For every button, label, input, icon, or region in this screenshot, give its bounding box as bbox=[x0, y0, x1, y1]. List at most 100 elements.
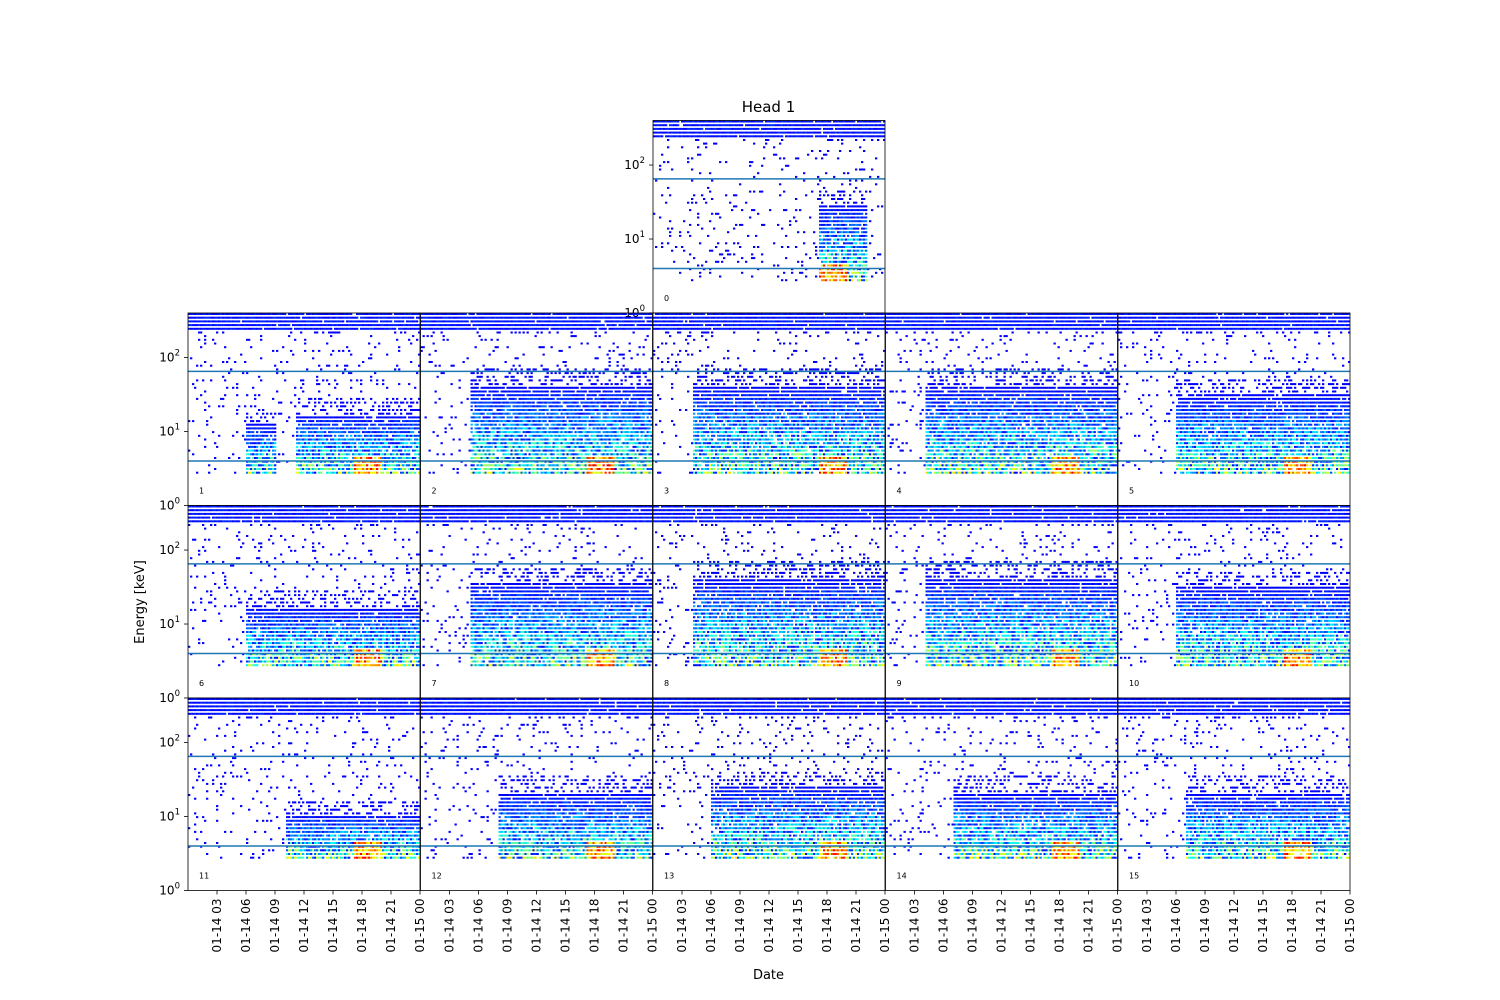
spectrogram-cell bbox=[418, 438, 420, 441]
spectrogram-cell bbox=[334, 313, 337, 315]
spectrogram-cell bbox=[498, 394, 501, 397]
spectrogram-cell bbox=[865, 227, 868, 230]
spectrogram-cell bbox=[496, 457, 499, 459]
spectrogram-cell bbox=[438, 327, 441, 330]
spectrogram-cell bbox=[859, 205, 862, 208]
spectrogram-cell bbox=[679, 234, 682, 237]
spectrogram-cell bbox=[673, 260, 676, 263]
spectrogram-cell bbox=[524, 386, 527, 389]
spectrogram-cell bbox=[675, 120, 678, 123]
spectrogram-cell bbox=[552, 409, 555, 411]
spectrogram-cell bbox=[837, 238, 840, 241]
spectrogram-cell bbox=[823, 135, 826, 138]
spectrogram-cell bbox=[861, 124, 864, 127]
spectrogram-cell bbox=[514, 416, 517, 419]
spectrogram-cell bbox=[478, 394, 481, 397]
spectrogram-cell bbox=[857, 246, 860, 248]
spectrogram-cell bbox=[506, 394, 509, 397]
spectrogram-cell bbox=[835, 120, 838, 123]
spectrogram-cell bbox=[228, 357, 231, 360]
spectrogram-cell bbox=[336, 420, 339, 423]
spectrogram-cell bbox=[298, 457, 301, 459]
spectrogram-cell bbox=[538, 416, 541, 419]
spectrogram-cell bbox=[208, 327, 211, 330]
spectrogram-cell bbox=[474, 420, 477, 423]
spectrogram-cell bbox=[540, 453, 543, 456]
spectrogram-cell bbox=[264, 431, 267, 434]
spectrogram-cell bbox=[262, 453, 265, 456]
spectrogram-cell bbox=[262, 434, 265, 437]
spectrogram-cell bbox=[386, 397, 389, 400]
spectrogram-cell bbox=[390, 468, 393, 470]
spectrogram-cell bbox=[260, 316, 263, 319]
spectrogram-cell bbox=[240, 313, 243, 315]
spectrogram-cell bbox=[208, 471, 211, 474]
spectrogram-cell bbox=[861, 120, 864, 123]
spectrogram-cell bbox=[474, 442, 477, 445]
spectrogram-cell bbox=[839, 135, 842, 138]
spectrogram-cell bbox=[298, 423, 301, 426]
spectrogram-cell bbox=[781, 227, 784, 230]
spectrogram-cell bbox=[322, 331, 325, 334]
spectrogram-cell bbox=[835, 253, 838, 256]
spectrogram-cell bbox=[538, 427, 541, 430]
spectrogram-cell bbox=[779, 142, 782, 145]
spectrogram-cell bbox=[384, 327, 387, 330]
spectrogram-cell bbox=[805, 194, 808, 197]
spectrogram-cell bbox=[731, 209, 734, 212]
spectrogram-cell bbox=[490, 327, 493, 330]
spectrogram-cell bbox=[793, 135, 796, 138]
spectrogram-cell bbox=[370, 416, 373, 419]
spectrogram-cell bbox=[829, 279, 832, 282]
spectrogram-cell bbox=[310, 320, 313, 323]
spectrogram-cell bbox=[400, 416, 403, 419]
spectrogram-cell bbox=[859, 279, 862, 282]
spectrogram-cell bbox=[552, 405, 555, 408]
spectrogram-cell bbox=[544, 427, 547, 430]
spectrogram-cell bbox=[530, 409, 533, 411]
spectrogram-cell bbox=[558, 438, 561, 441]
spectrogram-cell bbox=[312, 423, 315, 426]
spectrogram-cell bbox=[426, 335, 429, 338]
spectrogram-cell bbox=[743, 120, 746, 123]
spectrogram-cell bbox=[713, 142, 716, 145]
spectrogram-cell bbox=[562, 327, 565, 330]
spectrogram-cell bbox=[362, 464, 365, 467]
spectrogram-cell bbox=[883, 120, 885, 123]
spectrogram-cell bbox=[490, 453, 493, 456]
spectrogram-cell bbox=[398, 313, 401, 315]
spectrogram-cell bbox=[821, 246, 824, 248]
spectrogram-cell bbox=[691, 124, 694, 127]
spectrogram-cell bbox=[192, 313, 195, 315]
spectrogram-cell bbox=[404, 416, 407, 419]
spectrogram-cell bbox=[414, 464, 417, 467]
spectrogram-cell bbox=[859, 238, 862, 241]
spectrogram-cell bbox=[544, 438, 547, 441]
spectrogram-cell bbox=[438, 320, 441, 323]
spectrogram-cell bbox=[418, 442, 420, 445]
spectrogram-cell bbox=[194, 320, 197, 323]
spectrogram-cell bbox=[194, 386, 197, 389]
spectrogram-cell bbox=[494, 468, 497, 470]
spectrogram-cell bbox=[699, 120, 702, 123]
spectrogram-cells bbox=[188, 313, 420, 474]
spectrogram-cell bbox=[851, 264, 854, 267]
spectrogram-cell bbox=[374, 401, 377, 404]
spectrogram-cell bbox=[318, 453, 321, 456]
spectrogram-cell bbox=[258, 438, 261, 441]
spectrogram-cell bbox=[673, 120, 676, 123]
spectrogram-cell bbox=[733, 227, 736, 230]
spectrogram-cell bbox=[446, 324, 449, 327]
spectrogram-cell bbox=[502, 423, 505, 426]
spectrogram-cell bbox=[302, 445, 305, 448]
spectrogram-cell bbox=[220, 397, 223, 400]
spectrogram-cell bbox=[544, 397, 547, 400]
spectrogram-cell bbox=[402, 327, 405, 330]
spectrogram-cell bbox=[228, 313, 231, 315]
spectrogram-cell bbox=[546, 316, 549, 319]
spectrogram-cell bbox=[306, 471, 309, 474]
spectrogram-cell bbox=[204, 401, 207, 404]
spectrogram-cell bbox=[558, 427, 561, 430]
spectrogram-cell bbox=[350, 324, 353, 327]
spectrogram-cell bbox=[751, 209, 754, 212]
